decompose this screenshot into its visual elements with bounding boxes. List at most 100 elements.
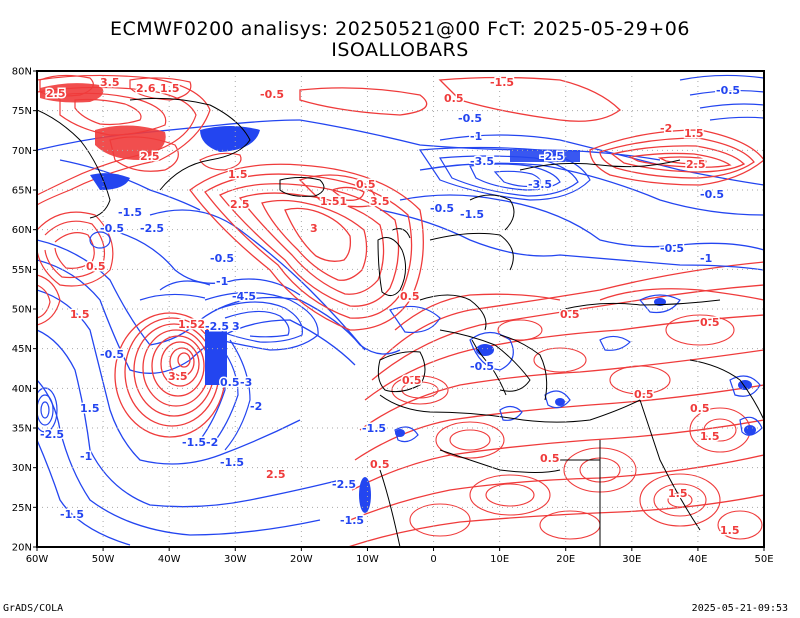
label-1-5-arabia2: 1.5 bbox=[700, 430, 720, 443]
label-1-5-lab: 1.5 bbox=[70, 308, 90, 321]
label-1-5-1: 1.51 bbox=[320, 195, 347, 208]
label-3: 3 bbox=[232, 320, 240, 333]
lon-tick-label: 0 bbox=[430, 554, 436, 565]
negative-left-cell bbox=[37, 231, 111, 433]
lat-tick-label: 75N bbox=[12, 106, 32, 117]
positive-labrador-contours bbox=[37, 211, 114, 326]
negative-contours-atlantic bbox=[37, 119, 764, 546]
label-n1-5-lab: -1.5 bbox=[118, 206, 142, 219]
label-n0-5-mid: -0.5 bbox=[210, 252, 234, 265]
label-n1-scand: -1 bbox=[470, 130, 482, 143]
label-n0-5-nsea: -0.5 bbox=[430, 202, 454, 215]
lat-tick-label: 30N bbox=[12, 463, 32, 474]
label-0-5-east: 0.5 bbox=[700, 316, 720, 329]
label-0-5-balkan: 0.5 bbox=[560, 308, 580, 321]
lat-tick-label: 45N bbox=[12, 344, 32, 355]
lon-tick-label: 50E bbox=[754, 554, 773, 565]
label-n1-5-2: -1.5-2 bbox=[182, 436, 218, 449]
positive-greenland-fill bbox=[40, 83, 166, 160]
label-2-5-ridge: 2.5 bbox=[230, 198, 250, 211]
label-0-5-arabia: 0.5 bbox=[690, 402, 710, 415]
label-n1-5-left: 1.5 bbox=[80, 402, 100, 415]
lon-tick-label: 10W bbox=[356, 554, 379, 565]
negative-scandinavia-contours bbox=[418, 74, 764, 201]
lon-tick-label: 60W bbox=[26, 554, 49, 565]
label-3-5-gl: 3.5 bbox=[100, 76, 120, 89]
label-n1-5-nsea: -1.5 bbox=[460, 208, 484, 221]
label-0-5: 0.5 bbox=[220, 376, 240, 389]
lat-tick-label: 65N bbox=[12, 186, 32, 197]
label-3-5: 3.5 bbox=[168, 370, 188, 383]
lat-tick-label: 80N bbox=[12, 67, 32, 78]
grid-lines bbox=[37, 71, 764, 547]
negative-contours-europe bbox=[389, 294, 763, 443]
label-1-5-top: -1.5 bbox=[490, 76, 514, 89]
label-n2-5-scand: -2.5 bbox=[540, 150, 564, 163]
lat-tick-label: 20N bbox=[12, 543, 32, 554]
coastlines bbox=[37, 97, 764, 547]
positive-contours-africa bbox=[347, 261, 764, 547]
label-n0-5-greenland: -0.5 bbox=[260, 88, 284, 101]
lat-tick-label: 25N bbox=[12, 503, 32, 514]
label-n1-5: -1.5 bbox=[220, 456, 244, 469]
label-0-5-ridge: 0.5 bbox=[356, 178, 376, 191]
label-n1-5-iber2: -1.5 bbox=[362, 422, 386, 435]
label-n0-5-lab: -0.5 bbox=[100, 222, 124, 235]
lat-tick-label: 40N bbox=[12, 384, 32, 395]
label-n2-5-lab: -2.5 bbox=[140, 222, 164, 235]
lat-tick-label: 55N bbox=[12, 265, 32, 276]
label-2-5-gl: 2.5 bbox=[46, 87, 66, 100]
label-0-5-libya: 0.5 bbox=[540, 452, 560, 465]
label-1-5-gl2: 1.5 bbox=[228, 168, 248, 181]
label-0-5-top: 0.5 bbox=[444, 92, 464, 105]
label-n0-5-tr2: -0.5 bbox=[700, 188, 724, 201]
lat-tick-label: 60N bbox=[12, 225, 32, 236]
lat-tick-label: 70N bbox=[12, 146, 32, 157]
lon-tick-label: 20W bbox=[290, 554, 313, 565]
label-2-barents: -2 bbox=[660, 122, 672, 135]
label-n3-5-b: -3.5 bbox=[528, 178, 552, 191]
positive-barents-contours bbox=[299, 76, 764, 186]
map-title: ECMWF0200 analisys: 20250521@00 FcT: 202… bbox=[110, 18, 690, 40]
negative-core-fill bbox=[205, 330, 227, 385]
label-n0-5-scand: -0.5 bbox=[458, 112, 482, 125]
label-n2: -2 bbox=[250, 400, 262, 413]
label-1-5-arabia3: 1.5 bbox=[720, 524, 740, 537]
footer-software-credit: GrADS/COLA bbox=[3, 603, 64, 614]
label-n0-5-tr: -0.5 bbox=[716, 84, 740, 97]
label-2-5: 2.5 bbox=[266, 468, 286, 481]
label-n4-5: -4.5 bbox=[232, 290, 256, 303]
label-3-ridge2: 3 bbox=[310, 222, 318, 235]
label-n1-5-iber: -1.5 bbox=[340, 514, 364, 527]
label-3-ridge: 3.5 bbox=[370, 195, 390, 208]
label-n3-5: -3.5 bbox=[470, 155, 494, 168]
label-n2-5: -2.5 bbox=[205, 320, 229, 333]
label-n0-5-med: -0.5 bbox=[470, 360, 494, 373]
positive-greenland-contours bbox=[37, 74, 242, 206]
lon-tick-label: 50W bbox=[92, 554, 115, 565]
label-n1-mid: -1 bbox=[216, 275, 228, 288]
label-1-5-arabia: 1.5 bbox=[668, 487, 688, 500]
label-n0-5-east: -0.5 bbox=[660, 242, 684, 255]
footer-timestamp: 2025-05-21-09:53 bbox=[691, 603, 788, 614]
contour-labels: 3.5 1.52 -2.5 3 -4.5 0.5 -3 -1.5-2 -1.5 … bbox=[39, 75, 742, 539]
label-n2-5-left: -2.5 bbox=[40, 428, 64, 441]
label-0-5-levant: 0.5 bbox=[634, 388, 654, 401]
label-n1: -1 bbox=[80, 450, 92, 463]
label-n1-east: -1 bbox=[700, 252, 712, 265]
label-n2-5-iber: -2.5 bbox=[332, 478, 356, 491]
lat-tick-label: 35N bbox=[12, 424, 32, 435]
label-1-5-2: 1.52 bbox=[178, 318, 205, 331]
label-2-5-gl2: 2.5 bbox=[140, 150, 160, 163]
label-2-6-gl: 2.6 bbox=[136, 82, 156, 95]
label-1-5-barents: 1.5 bbox=[684, 127, 704, 140]
label-0-5-ridge2: 0.5 bbox=[400, 290, 420, 303]
lon-tick-label: 20E bbox=[556, 554, 575, 565]
label-0-5-lab: 0.5 bbox=[86, 260, 106, 273]
lon-tick-label: 30E bbox=[622, 554, 641, 565]
longitude-axis: 60W 50W 40W 30W 20W 10W 0 10E 20E 30E 40E 50E bbox=[26, 547, 774, 565]
label-1-5-gl: 1.5 bbox=[160, 82, 180, 95]
label-n3: -3 bbox=[240, 376, 252, 389]
label-n1-5-bottom: -1.5 bbox=[60, 508, 84, 521]
